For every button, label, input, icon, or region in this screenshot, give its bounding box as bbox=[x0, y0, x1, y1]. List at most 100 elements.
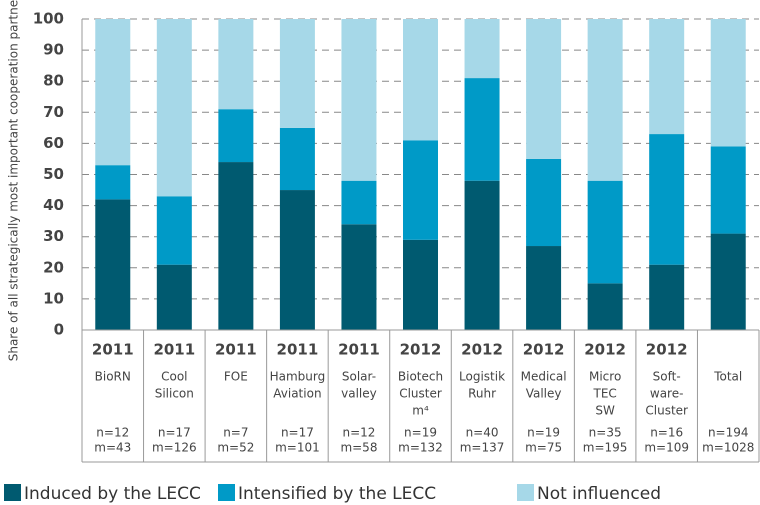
bar-segment bbox=[464, 19, 500, 79]
category-n: n=17 bbox=[158, 426, 191, 440]
bar-segment bbox=[156, 196, 192, 265]
category-m: m=1028 bbox=[702, 441, 754, 455]
category-year: 2011 bbox=[92, 341, 134, 359]
bar-segment bbox=[587, 19, 623, 181]
category-m: m=195 bbox=[583, 441, 628, 455]
bar-segment bbox=[341, 224, 377, 330]
category-year: 2011 bbox=[277, 341, 319, 359]
y-axis-label: Share of all strategically most importan… bbox=[7, 0, 21, 361]
y-tick-label: 70 bbox=[43, 103, 64, 121]
bar-segment bbox=[156, 19, 192, 197]
category-year: 2011 bbox=[153, 341, 195, 359]
category-n: n=194 bbox=[708, 426, 749, 440]
category-n: n=17 bbox=[281, 426, 314, 440]
bar-segment bbox=[279, 127, 315, 191]
y-tick-label: 50 bbox=[43, 165, 64, 183]
y-tick-label: 80 bbox=[43, 72, 64, 90]
bar-segment bbox=[649, 19, 685, 135]
bar-segment bbox=[95, 199, 131, 330]
bar-segment bbox=[526, 19, 562, 159]
category-m: m=132 bbox=[398, 441, 443, 455]
category-name: Cool bbox=[161, 370, 187, 384]
bar-segment bbox=[218, 162, 254, 330]
bar-segment bbox=[403, 140, 438, 240]
category-name: valley bbox=[341, 387, 377, 401]
bar-segment bbox=[341, 19, 377, 181]
bar-segment bbox=[218, 19, 254, 110]
bar-segment bbox=[710, 19, 746, 147]
category-year: 2011 bbox=[215, 341, 257, 359]
legend-label: Induced by the LECC bbox=[24, 484, 201, 504]
category-name: Cluster bbox=[399, 387, 442, 401]
category-m: m=101 bbox=[275, 441, 320, 455]
category-n: n=12 bbox=[342, 426, 375, 440]
category-name: Hamburg bbox=[270, 370, 326, 384]
bar-segment bbox=[464, 180, 500, 330]
category-n: n=16 bbox=[650, 426, 683, 440]
bar-segment bbox=[587, 283, 623, 330]
bar-segment bbox=[403, 239, 438, 330]
category-name: ware- bbox=[650, 387, 684, 401]
category-n: n=19 bbox=[404, 426, 437, 440]
category-name: Soft- bbox=[653, 370, 681, 384]
category-year: 2012 bbox=[646, 341, 688, 359]
category-name: Valley bbox=[526, 387, 562, 401]
bar-segment bbox=[341, 180, 377, 225]
category-n: n=19 bbox=[527, 426, 560, 440]
bar-segment bbox=[279, 190, 315, 330]
category-n: n=35 bbox=[589, 426, 622, 440]
bar-segment bbox=[218, 109, 254, 163]
category-year: 2012 bbox=[461, 341, 503, 359]
bar-segment bbox=[95, 19, 131, 166]
bar-segment bbox=[526, 246, 562, 330]
category-name: Medical bbox=[521, 370, 567, 384]
bar-segment bbox=[95, 165, 131, 200]
category-year: 2012 bbox=[400, 341, 442, 359]
category-name: Biotech bbox=[398, 370, 443, 384]
bar-segment bbox=[649, 264, 685, 330]
legend-swatch bbox=[218, 484, 235, 501]
category-n: n=7 bbox=[223, 426, 248, 440]
category-name: Ruhr bbox=[468, 387, 496, 401]
category-name: Silicon bbox=[155, 387, 194, 401]
category-n: n=12 bbox=[96, 426, 129, 440]
legend-swatch bbox=[517, 484, 534, 501]
legend-label: Intensified by the LECC bbox=[238, 484, 436, 504]
y-tick-label: 0 bbox=[54, 321, 64, 339]
bar-segment bbox=[156, 264, 192, 330]
category-name: TEC bbox=[592, 387, 616, 401]
category-year: 2012 bbox=[584, 341, 626, 359]
category-name: Solar- bbox=[342, 370, 376, 384]
category-m: m=52 bbox=[217, 441, 254, 455]
category-name: BioRN bbox=[95, 370, 131, 384]
category-m: m=43 bbox=[94, 441, 131, 455]
category-n: n=40 bbox=[466, 426, 499, 440]
y-tick-label: 90 bbox=[43, 41, 64, 59]
category-name: Total bbox=[713, 370, 742, 384]
category-name: m⁴ bbox=[412, 404, 429, 418]
bar-segment bbox=[649, 134, 685, 265]
bar-segment bbox=[464, 78, 500, 181]
bar-segment bbox=[526, 158, 562, 247]
bar-segment bbox=[587, 180, 623, 284]
category-m: m=126 bbox=[152, 441, 197, 455]
category-m: m=58 bbox=[340, 441, 377, 455]
y-tick-label: 60 bbox=[43, 134, 64, 152]
bar-segment bbox=[710, 146, 746, 234]
category-name: Aviation bbox=[273, 387, 321, 401]
legend-label: Not influenced bbox=[537, 484, 661, 504]
category-name: SW bbox=[595, 404, 615, 418]
category-m: m=109 bbox=[644, 441, 689, 455]
category-year: 2012 bbox=[523, 341, 565, 359]
y-tick-label: 100 bbox=[33, 10, 64, 28]
y-tick-label: 30 bbox=[43, 227, 64, 245]
category-name: Logistik bbox=[459, 370, 505, 384]
category-name: Cluster bbox=[645, 404, 688, 418]
bar-segment bbox=[279, 19, 315, 128]
category-name: Micro bbox=[589, 370, 621, 384]
bar-segment bbox=[710, 233, 746, 330]
y-tick-label: 20 bbox=[43, 258, 64, 276]
category-name: FOE bbox=[224, 370, 248, 384]
legend-swatch bbox=[4, 484, 21, 501]
